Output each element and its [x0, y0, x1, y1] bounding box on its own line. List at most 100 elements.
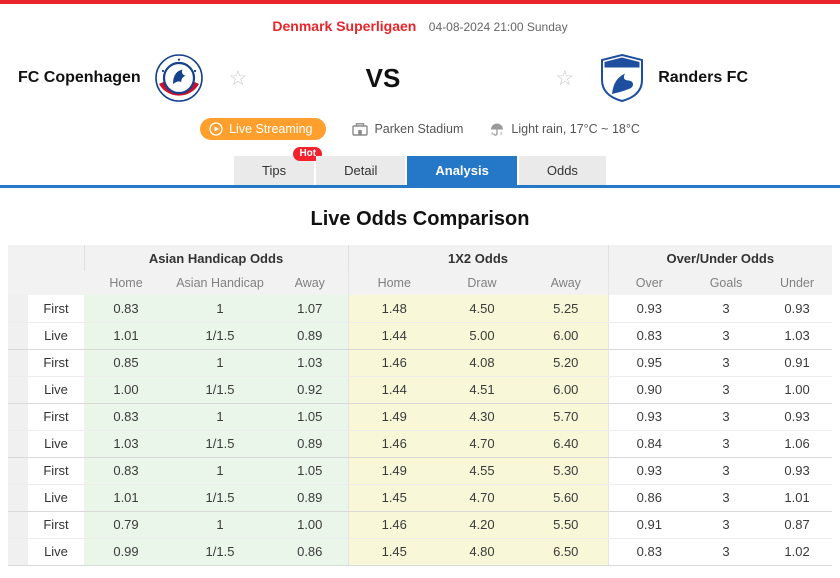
odds-value: 5.30: [524, 457, 609, 485]
odds-value: 1.44: [348, 322, 440, 350]
live-streaming-button[interactable]: Live Streaming: [200, 118, 327, 140]
odds-value: 0.83: [84, 403, 168, 431]
tab-tips[interactable]: Tips Hot: [234, 147, 323, 185]
away-team-name[interactable]: Randers FC: [658, 69, 748, 86]
odds-value: 4.70: [440, 430, 524, 458]
odds-row: Live 1.01 1/1.5 0.89 1.45 4.70 5.60 0.86 3 1.01: [8, 484, 833, 512]
match-header-line: Denmark Superligaen 04-08-2024 21:00 Sun…: [0, 18, 840, 36]
vs-label: VS: [365, 62, 401, 93]
away-team[interactable]: ☆ Randers FC: [418, 54, 840, 102]
odds-value: 6.00: [524, 376, 609, 404]
row-type-label: First: [28, 457, 84, 485]
fc-copenhagen-logo-icon: [154, 54, 203, 102]
asian-handicap-group-header: Asian Handicap Odds: [84, 245, 349, 271]
odds-row: First 0.83 1 1.05 1.49 4.55 5.30 0.93 3 0.93: [8, 457, 833, 485]
tab-detail[interactable]: Detail: [316, 156, 406, 185]
top-accent-bar: [0, 0, 840, 4]
odds-value: 0.92: [272, 376, 349, 404]
odds-value: 1.00: [84, 376, 168, 404]
odds-value: 4.50: [440, 295, 524, 323]
home-favorite-star-icon[interactable]: ☆: [228, 66, 248, 90]
odds-value: 5.50: [524, 511, 609, 539]
odds-value: 3: [690, 322, 763, 350]
odds-row: First 0.79 1 1.00 1.46 4.20 5.50 0.91 3 0.87: [8, 511, 833, 539]
bookmaker-cell: [8, 511, 28, 539]
tab-detail-label: Detail: [344, 163, 378, 178]
odds-value: 5.70: [524, 403, 609, 431]
odds-value: 0.91: [762, 349, 833, 377]
row-type-label: Live: [28, 376, 84, 404]
odds-row: Live 1.00 1/1.5 0.92 1.44 4.51 6.00 0.90 3 1.00: [8, 376, 833, 404]
league-name[interactable]: Denmark Superligaen: [272, 18, 417, 34]
odds-value: 6.50: [524, 538, 609, 566]
odds-value: 5.60: [524, 484, 609, 512]
odds-value: 0.87: [762, 511, 833, 539]
odds-value: 4.70: [440, 484, 524, 512]
row-type-label: First: [28, 511, 84, 539]
col-1x2-draw: Draw: [440, 271, 524, 295]
odds-value: 1.48: [348, 295, 440, 323]
odds-value: 0.83: [608, 538, 691, 566]
weather-info: Light rain, 17°C ~ 18°C: [489, 122, 640, 137]
bookmaker-cell: [8, 376, 28, 404]
odds-row: Live 0.99 1/1.5 0.86 1.45 4.80 6.50 0.83 3 1.02: [8, 538, 833, 566]
empty-column-header: [8, 271, 84, 295]
odds-value: 3: [690, 457, 763, 485]
odds-value: 0.99: [84, 538, 168, 566]
odds-value: 0.83: [608, 322, 691, 350]
col-ou-goals: Goals: [690, 271, 763, 295]
odds-value: 1/1.5: [168, 430, 272, 458]
col-1x2-away: Away: [524, 271, 609, 295]
bookmaker-cell: [8, 295, 28, 323]
away-favorite-star-icon[interactable]: ☆: [555, 66, 575, 90]
odds-value: 1/1.5: [168, 322, 272, 350]
odds-row: Live 1.03 1/1.5 0.89 1.46 4.70 6.40 0.84 3 1.06: [8, 430, 833, 458]
row-type-label: Live: [28, 484, 84, 512]
row-type-label: First: [28, 403, 84, 431]
odds-value: 3: [690, 376, 763, 404]
home-team-name[interactable]: FC Copenhagen: [18, 69, 141, 86]
match-datetime: 04-08-2024 21:00 Sunday: [428, 20, 568, 34]
odds-value: 3: [690, 430, 763, 458]
odds-value: 1.03: [84, 430, 168, 458]
odds-value: 0.83: [84, 457, 168, 485]
randers-fc-logo-icon: [600, 54, 644, 102]
odds-value: 1.03: [272, 349, 349, 377]
odds-value: 0.95: [608, 349, 691, 377]
odds-value: 4.55: [440, 457, 524, 485]
odds-value: 4.08: [440, 349, 524, 377]
odds-value: 1/1.5: [168, 376, 272, 404]
odds-value: 1: [168, 403, 272, 431]
odds-row: First 0.85 1 1.03 1.46 4.08 5.20 0.95 3 0.91: [8, 349, 833, 377]
odds-value: 1/1.5: [168, 484, 272, 512]
col-ah-handicap: Asian Handicap: [168, 271, 272, 295]
tab-odds-label: Odds: [546, 163, 578, 178]
tab-analysis[interactable]: Analysis: [407, 156, 517, 185]
tab-odds[interactable]: Odds: [518, 156, 606, 185]
odds-value: 0.93: [762, 295, 833, 323]
odds-value: 5.00: [440, 322, 524, 350]
row-type-label: First: [28, 295, 84, 323]
odds-value: 3: [690, 511, 763, 539]
odds-value: 0.93: [762, 457, 833, 485]
weather-rain-icon: [489, 122, 505, 137]
odds-value: 1.00: [272, 511, 349, 539]
odds-value: 1.05: [272, 457, 349, 485]
odds-value: 0.79: [84, 511, 168, 539]
odds-value: 1: [168, 511, 272, 539]
home-team[interactable]: FC Copenhagen ☆: [0, 54, 348, 102]
odds-value: 0.83: [84, 295, 168, 323]
odds-value: 1: [168, 295, 272, 323]
odds-value: 1.46: [348, 511, 440, 539]
col-ah-away: Away: [272, 271, 349, 295]
bookmaker-cell: [8, 322, 28, 350]
odds-value: 4.80: [440, 538, 524, 566]
odds-value: 0.93: [608, 403, 691, 431]
odds-value: 5.25: [524, 295, 609, 323]
col-ou-under: Under: [762, 271, 833, 295]
tab-underline: [0, 185, 840, 188]
table-group-header-row: Asian Handicap Odds 1X2 Odds Over/Under …: [8, 245, 833, 271]
odds-value: 1: [168, 349, 272, 377]
odds-value: 1.46: [348, 430, 440, 458]
col-ou-over: Over: [608, 271, 691, 295]
